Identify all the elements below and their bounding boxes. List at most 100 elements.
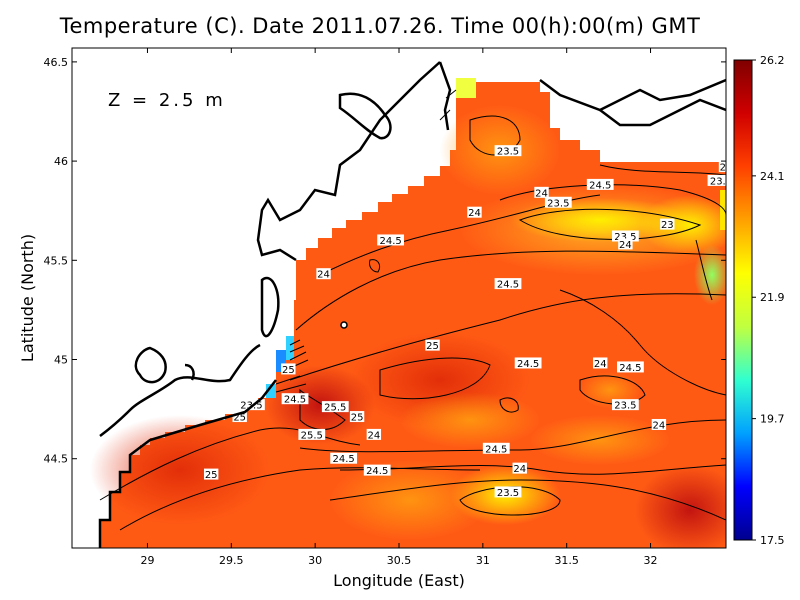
y-tick-label: 46 [54, 155, 68, 168]
y-tick-label: 45.5 [44, 254, 69, 267]
contour-label: 23.5 [611, 399, 639, 412]
colorbar-tick-label: 24.1 [760, 170, 785, 183]
contour-label-text: 24 [317, 270, 330, 281]
contour-label-text: 24 [468, 208, 481, 219]
depth-label: Z = 2.5 m [108, 90, 226, 111]
contour-label-text: 24.5 [333, 454, 355, 465]
contour-label-text: 23.5 [710, 176, 732, 187]
contour-label-box [618, 238, 633, 250]
contour-label-box [611, 230, 639, 242]
x-tick-label: 31.5 [554, 554, 579, 567]
contour-label: 24 [316, 268, 331, 281]
colorbar-ticks: 26.2 24.1 21.9 19.7 17.5 [752, 54, 785, 547]
colorbar-tick-label: 17.5 [760, 534, 785, 547]
x-axis-ticks: 29 29.5 30 30.5 31 31.5 32 [140, 48, 658, 567]
contour-label-box [316, 268, 331, 280]
contour-label: 24.5 [586, 178, 614, 191]
x-tick-label: 29.5 [219, 554, 244, 567]
contour-label-box [330, 452, 358, 464]
contour-label: 24.5 [617, 361, 644, 374]
colorbar [733, 59, 753, 541]
contour-label: 24.5 [363, 464, 391, 477]
contour-label-text: 25 [426, 341, 439, 352]
x-tick-label: 31 [476, 554, 490, 567]
colorbar-tick-label: 26.2 [760, 54, 785, 67]
contour-label-text: 25.5 [301, 430, 323, 441]
contour-label: 24 [618, 238, 633, 251]
contour-label: 25.5 [321, 401, 349, 414]
contour-label: 23.5 [494, 486, 522, 499]
contour-label: 24 [534, 186, 549, 199]
contour-label-text: 24.5 [366, 466, 388, 477]
contour-label-box [281, 363, 296, 375]
contour-label: 24 [651, 418, 667, 431]
contour-label-text: 25 [233, 413, 246, 424]
contour-label-text: 23.5 [614, 232, 636, 243]
contour-label-text: 24 [594, 359, 607, 370]
contour-label: 25 [203, 468, 219, 481]
contour-label: 25 [232, 411, 247, 424]
contour-label-text: 24 [535, 188, 548, 199]
contour-label: 23.5 [494, 145, 522, 158]
contour-label-text: 24 [367, 430, 380, 441]
contour-label-text: 24 [513, 464, 526, 475]
contour-label: 24 [512, 462, 527, 475]
contour-label-text: 24.5 [379, 236, 401, 247]
x-tick-label: 30 [308, 554, 322, 567]
contour-label-box [482, 442, 510, 454]
colorbar-tick-label: 19.7 [760, 413, 785, 426]
contour-label-text: 24.5 [517, 359, 539, 370]
contour-label: 24 [718, 161, 733, 174]
contour-label: 24.5 [281, 393, 309, 406]
contour-label-text: 24 [653, 420, 666, 431]
contour-label-text: 23 [661, 220, 674, 231]
y-tick-label: 46.5 [44, 56, 69, 69]
contour-label: 24.5 [514, 357, 542, 370]
contour-label-text: 24.5 [619, 363, 641, 374]
contour-label-text: 24 [619, 240, 632, 251]
contour-label-box [494, 145, 522, 157]
contour-label-text: 23.5 [497, 488, 519, 499]
coastline [98, 379, 277, 548]
y-axis-label: Latitude (North) [18, 234, 37, 362]
contour-label-text: 23.5 [614, 401, 636, 412]
contour-label: 24.5 [377, 234, 405, 247]
contour-label-box [238, 399, 265, 411]
contour-label-box [203, 468, 219, 480]
contour-label-box [534, 186, 549, 198]
y-tick-label: 44.5 [44, 453, 69, 466]
x-tick-label: 32 [644, 554, 658, 567]
contour-label-text: 24.5 [497, 280, 519, 291]
contour-label: 24.5 [494, 278, 522, 291]
contour-label-text: 25 [351, 413, 364, 424]
x-tick-label: 29 [140, 554, 154, 567]
contour-label: 24.5 [330, 452, 358, 465]
contour-label-box [349, 411, 365, 423]
contour-label-box [707, 174, 726, 186]
contour-label: 25.5 [298, 428, 326, 441]
contour-label: 23.5 [544, 196, 572, 209]
contour-label: 25 [349, 411, 365, 424]
colorbar-tick-label: 21.9 [760, 291, 785, 304]
contour-label-box [611, 399, 639, 411]
contour-label-box [494, 278, 522, 290]
contour-label-box [377, 234, 405, 246]
x-tick-label: 30.5 [387, 554, 412, 567]
contour-label-text: 23.5 [497, 147, 519, 158]
contour-label-text: 24 [720, 163, 733, 174]
contour-label-box [281, 393, 309, 405]
contour-label: 25 [281, 363, 296, 376]
contour-label-text: 25 [205, 470, 218, 481]
contour-label-box [232, 411, 247, 423]
contour-label-text: 24.5 [284, 395, 306, 406]
y-tick-label: 45 [54, 354, 68, 367]
contour-label-text: 25.5 [324, 403, 346, 414]
contour-label-box [425, 339, 440, 351]
contour-label: 25 [425, 339, 440, 352]
contour-label: 23.5 [611, 230, 639, 243]
contour-label-box [298, 428, 326, 440]
contour-label-box [586, 178, 614, 190]
contour-label: 24 [366, 428, 382, 441]
contour-label-box [366, 428, 382, 440]
